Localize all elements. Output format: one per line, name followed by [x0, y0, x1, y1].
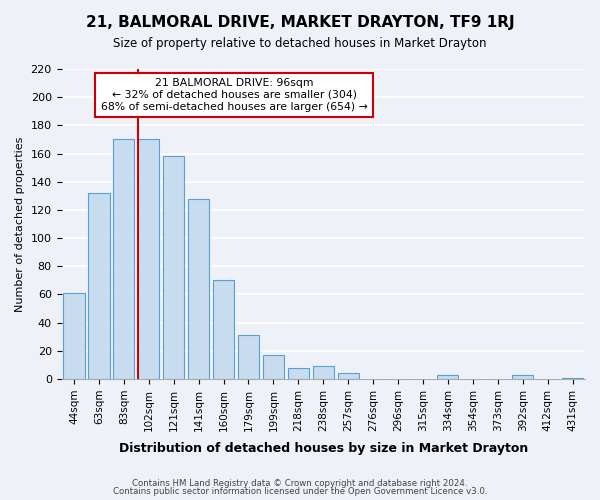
X-axis label: Distribution of detached houses by size in Market Drayton: Distribution of detached houses by size … [119, 442, 528, 455]
Bar [562, 378, 583, 379]
Bar [288, 368, 309, 379]
Text: Size of property relative to detached houses in Market Drayton: Size of property relative to detached ho… [113, 38, 487, 51]
Bar [263, 355, 284, 379]
Bar [138, 140, 160, 379]
Bar [188, 198, 209, 379]
Bar [64, 293, 85, 379]
Bar [512, 375, 533, 379]
Bar [313, 366, 334, 379]
Bar [338, 374, 359, 379]
Bar [238, 336, 259, 379]
Y-axis label: Number of detached properties: Number of detached properties [15, 136, 25, 312]
Bar [113, 140, 134, 379]
Bar [437, 375, 458, 379]
Bar [163, 156, 184, 379]
Bar [213, 280, 234, 379]
Text: Contains HM Land Registry data © Crown copyright and database right 2024.: Contains HM Land Registry data © Crown c… [132, 478, 468, 488]
Bar [88, 193, 110, 379]
Text: 21, BALMORAL DRIVE, MARKET DRAYTON, TF9 1RJ: 21, BALMORAL DRIVE, MARKET DRAYTON, TF9 … [86, 15, 514, 30]
Text: 21 BALMORAL DRIVE: 96sqm
← 32% of detached houses are smaller (304)
68% of semi-: 21 BALMORAL DRIVE: 96sqm ← 32% of detach… [101, 78, 368, 112]
Text: Contains public sector information licensed under the Open Government Licence v3: Contains public sector information licen… [113, 487, 487, 496]
